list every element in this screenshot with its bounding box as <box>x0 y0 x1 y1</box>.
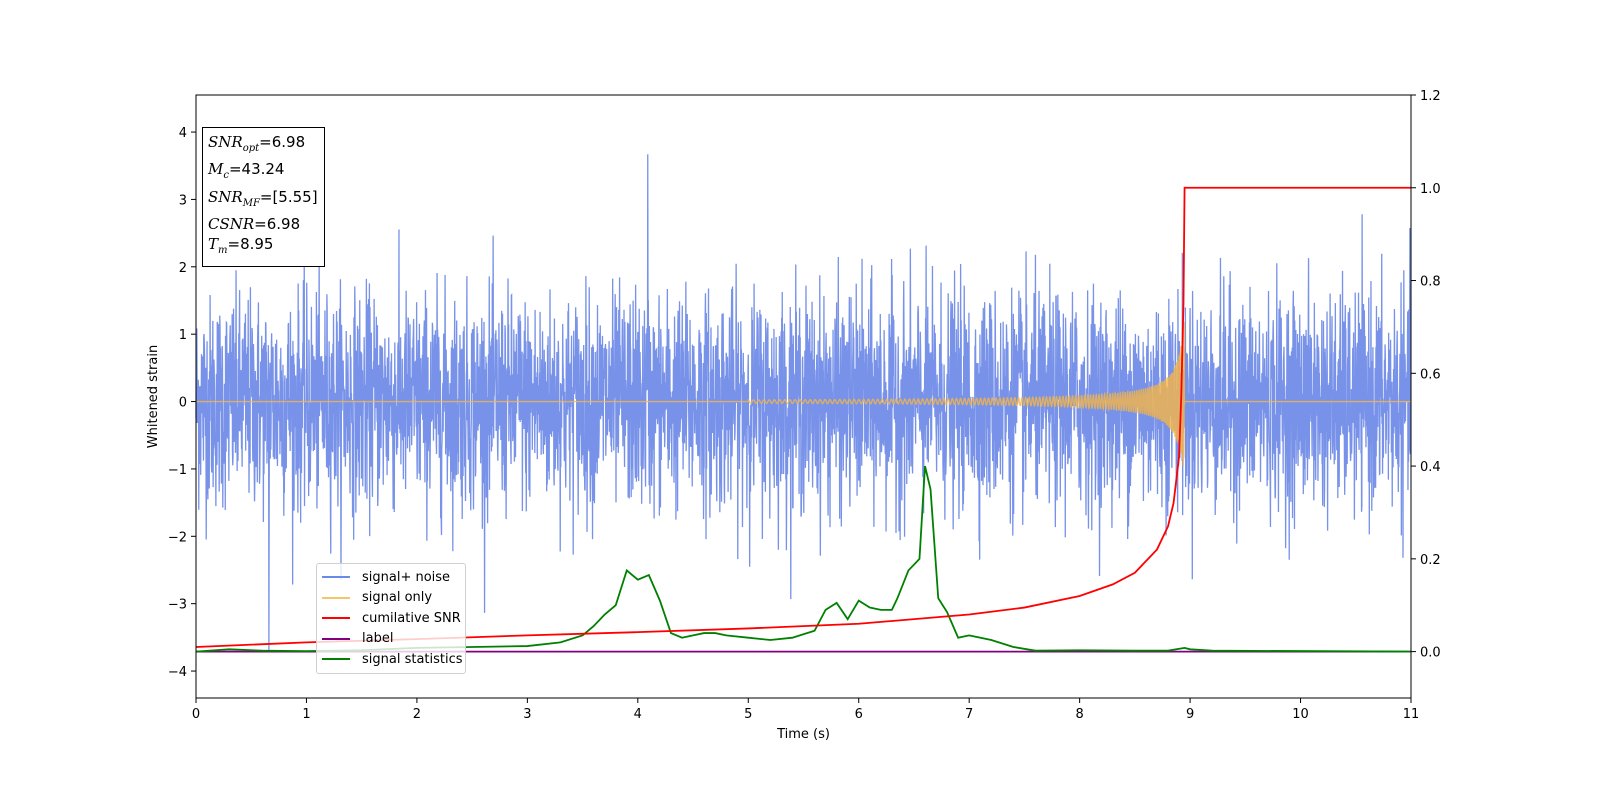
x-axis-ticks: 0 1 2 3 4 5 6 7 8 9 10 11 <box>192 698 1419 722</box>
legend-label: signal only <box>362 590 433 606</box>
tm-row: Tm=8.95 <box>208 234 318 261</box>
x-tick-label: 3 <box>523 707 531 722</box>
y-tick-label: 2 <box>179 261 187 276</box>
plot-area-frame <box>195 94 1412 699</box>
snr-mf-subscript: MF <box>242 197 260 209</box>
x-tick-label: 5 <box>744 707 752 722</box>
y2-tick-label: 0.0 <box>1420 646 1441 661</box>
y-tick-label: −3 <box>168 598 187 613</box>
x-tick-label: 0 <box>192 707 200 722</box>
snr-opt-subscript: opt <box>242 143 260 154</box>
legend-swatch <box>322 637 350 640</box>
x-tick-label: 6 <box>855 707 863 722</box>
y2-tick-label: 0.4 <box>1420 460 1441 475</box>
snr-mf-row: SNRMF=[5.55] <box>208 187 318 214</box>
y2-tick-label: 1.2 <box>1420 89 1441 104</box>
y2-tick-label: 0.8 <box>1420 275 1441 290</box>
y-axis-ticks: 4 3 2 1 0 −1 −2 −3 −4 <box>168 126 196 680</box>
mc-value: =43.24 <box>228 160 285 179</box>
x-axis-label: Time (s) <box>776 727 830 742</box>
legend-item-label: label <box>317 629 465 650</box>
y-tick-label: 0 <box>179 396 187 411</box>
x-tick-label: 2 <box>413 707 421 722</box>
legend-label: signal statistics <box>362 651 463 667</box>
legend-label: signal+ noise <box>362 569 451 585</box>
tm-subscript: m <box>218 245 228 257</box>
snr-mf-value: =[5.55] <box>259 187 318 206</box>
y-tick-label: −2 <box>168 530 187 545</box>
snr-mf-symbol: SNR <box>208 187 243 206</box>
legend-item-signal-noise: signal+ noise <box>317 567 465 588</box>
csnr-symbol: CSNR <box>208 214 255 233</box>
mc-row: Mc=43.24 <box>208 159 318 186</box>
x-tick-label: 8 <box>1075 707 1083 722</box>
x-tick-label: 4 <box>634 707 642 722</box>
legend-swatch <box>322 617 350 620</box>
signal-noise-line <box>195 154 1412 651</box>
legend-swatch <box>322 576 350 579</box>
signal-statistics-line <box>195 465 1412 653</box>
y-tick-label: −4 <box>168 665 187 680</box>
x-tick-label: 10 <box>1292 707 1309 722</box>
snr-opt-row: SNRopt=6.98 <box>208 132 318 159</box>
y-tick-label: −1 <box>168 463 187 478</box>
csnr-value: =6.98 <box>254 214 301 233</box>
legend: signal+ noise signal only cumilative SNR… <box>316 563 466 674</box>
signal-noise-series <box>195 154 1412 651</box>
y-tick-label: 3 <box>179 193 187 208</box>
y2-tick-label: 0.2 <box>1420 553 1441 568</box>
cumulative-snr-line <box>195 186 1411 648</box>
right-y-axis-ticks: 1.2 1.0 0.8 0.6 0.4 0.2 0.0 <box>1411 89 1441 661</box>
signal-only-series <box>196 322 1411 467</box>
csnr-row: CSNR=6.98 <box>208 214 318 234</box>
legend-item-signal-statistics: signal statistics <box>317 649 465 670</box>
tm-value: =8.95 <box>227 235 274 254</box>
y2-tick-label: 0.6 <box>1420 367 1441 382</box>
legend-item-cumulative-snr: cumilative SNR <box>317 608 465 629</box>
mc-subscript: c <box>223 170 229 182</box>
signal-only-line <box>196 322 1411 467</box>
legend-label: cumilative SNR <box>362 610 461 626</box>
x-tick-label: 11 <box>1403 707 1420 722</box>
x-tick-label: 7 <box>965 707 973 722</box>
mc-symbol: M <box>208 160 224 179</box>
tm-symbol: T <box>208 235 219 254</box>
legend-swatch <box>322 596 350 599</box>
snr-opt-value: =6.98 <box>259 133 306 151</box>
y-axis-label: Whitened strain <box>146 345 161 448</box>
parameters-info-box: SNRopt=6.98 Mc=43.24 SNRMF=[5.55] CSNR=6… <box>202 127 325 268</box>
legend-swatch <box>322 658 350 661</box>
legend-label: label <box>362 631 394 647</box>
x-tick-label: 1 <box>302 707 310 722</box>
y-tick-label: 4 <box>179 126 187 141</box>
x-tick-label: 9 <box>1186 707 1194 722</box>
snr-opt-symbol: SNR <box>208 133 243 151</box>
legend-item-signal-only: signal only <box>317 588 465 609</box>
y-tick-label: 1 <box>179 328 187 343</box>
y2-tick-label: 1.0 <box>1420 182 1441 197</box>
